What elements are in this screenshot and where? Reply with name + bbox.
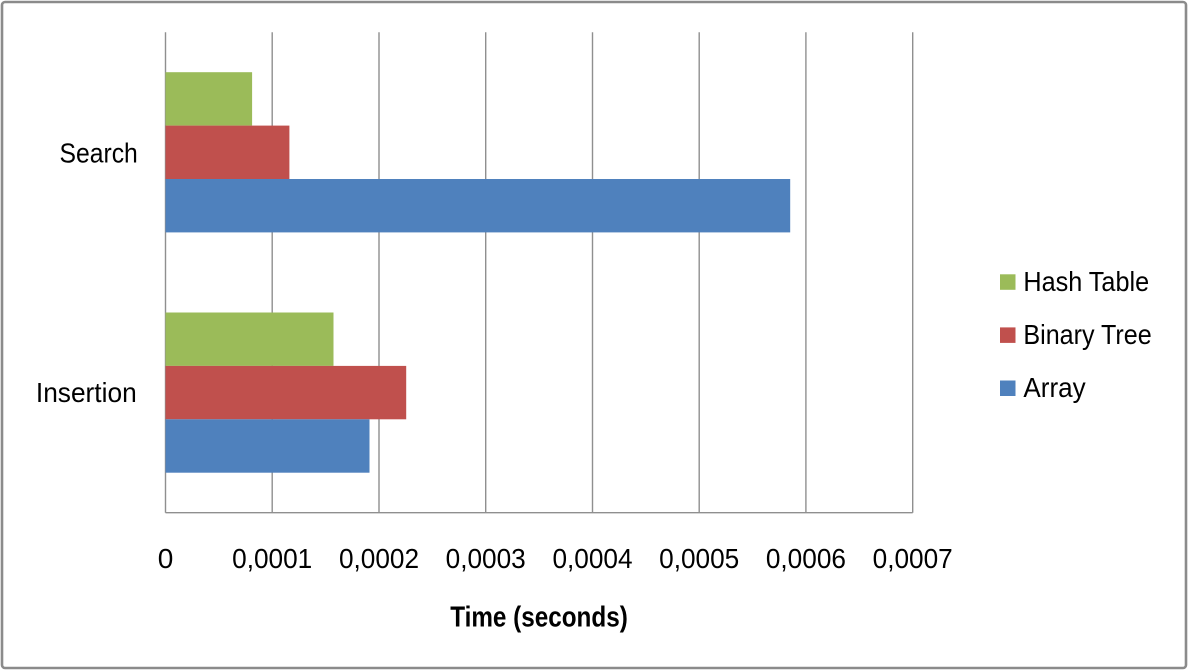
svg-text:0: 0 (158, 543, 174, 574)
svg-text:0,0003: 0,0003 (446, 543, 526, 574)
svg-text:0,0006: 0,0006 (766, 543, 846, 574)
svg-text:Insertion: Insertion (36, 377, 137, 408)
svg-text:0,0002: 0,0002 (339, 543, 419, 574)
svg-text:Search: Search (60, 138, 138, 169)
svg-text:0,0004: 0,0004 (552, 543, 632, 574)
svg-text:0,0005: 0,0005 (659, 543, 739, 574)
svg-text:Array: Array (1023, 372, 1085, 403)
svg-text:0,0007: 0,0007 (873, 543, 953, 574)
svg-text:Hash Table: Hash Table (1023, 266, 1149, 297)
svg-text:Binary Tree: Binary Tree (1023, 319, 1151, 350)
svg-text:0,0001: 0,0001 (232, 543, 312, 574)
svg-text:Time (seconds): Time (seconds) (450, 602, 628, 634)
